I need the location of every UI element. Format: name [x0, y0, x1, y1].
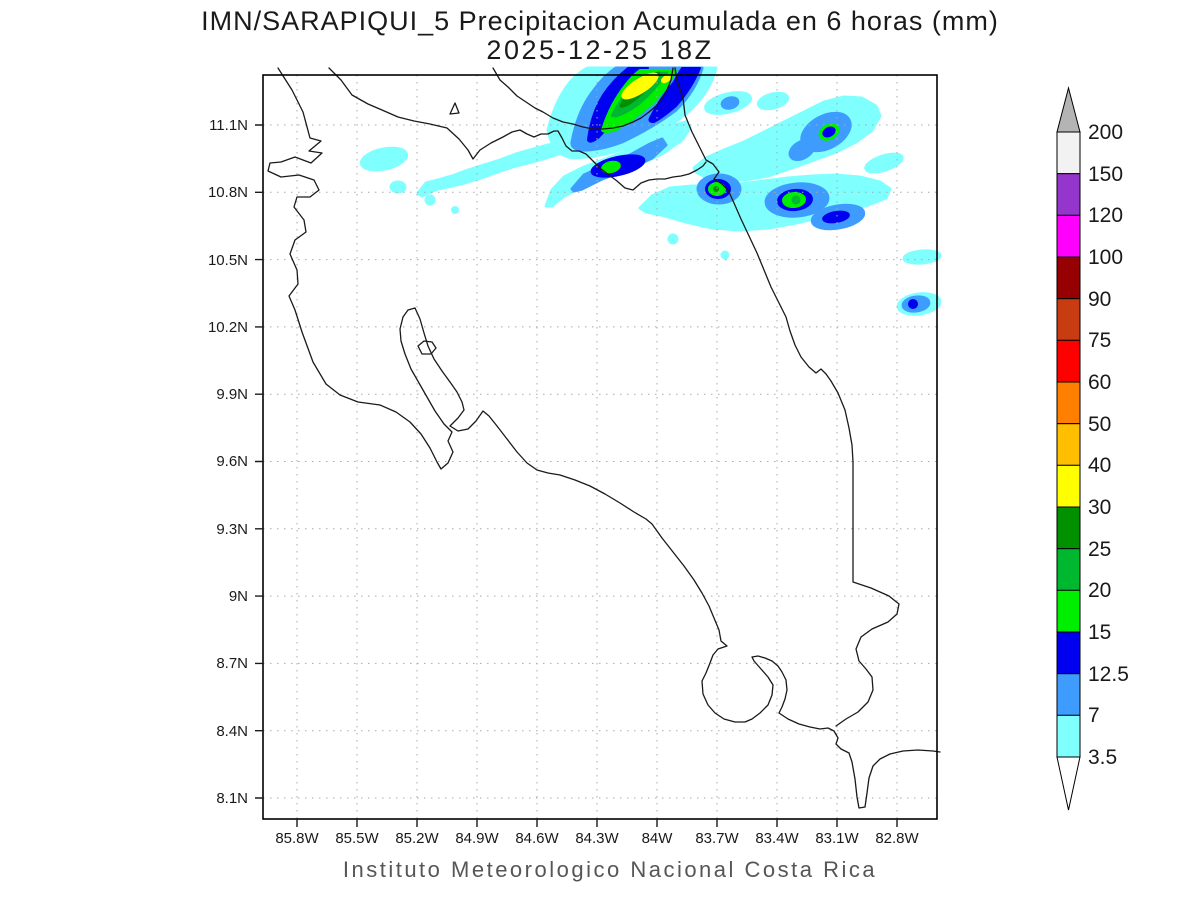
precip-cell-east-core: [791, 195, 801, 205]
colorbar-label: 60: [1088, 371, 1111, 394]
x-tick-label: 83.4W: [755, 830, 799, 847]
colorbar-label: 7: [1088, 704, 1100, 727]
chart-subtitle-datetime: 2025-12-25 18Z: [486, 35, 713, 65]
y-tick-label: 10.5N: [208, 252, 248, 269]
colorbar-cell-75-90: [1056, 298, 1081, 341]
precip-shape-main-darkblue-right: [648, 67, 701, 123]
graticule-gridlines: [263, 75, 937, 819]
footer-caption: Instituto Meteorologico Nacional Costa R…: [343, 857, 877, 882]
colorbar-cell-30-40: [1056, 464, 1081, 508]
y-tick-label: 9.3N: [216, 521, 248, 538]
precip-shape-band2-green: [601, 160, 621, 174]
colorbar-cell-120-150: [1056, 173, 1081, 216]
precip-cell-northeast-core: [822, 126, 836, 138]
colorbar-cell-7-12.5: [1056, 673, 1081, 716]
gulf-of-nicoya-island: [417, 340, 437, 355]
colorbar-cell-40-50: [1056, 423, 1081, 466]
x-tick-label: 83.1W: [815, 830, 859, 847]
precip-shape-main-yellow-dot: [660, 74, 672, 84]
precip-speck: [424, 194, 436, 206]
colorbar-cell-150-200: [1056, 131, 1081, 175]
y-tick-label: 8.7N: [216, 655, 248, 672]
colorbar-label: 15: [1088, 621, 1111, 644]
colorbar-labels: 200 150 120 100 90 75 60 50 40 30 25 20 …: [1088, 121, 1129, 769]
y-tick-label: 10.2N: [208, 319, 248, 336]
y-tick-label: 8.4N: [216, 723, 248, 740]
caribbean-coastline: [674, 67, 900, 727]
y-tick-label: 8.1N: [216, 790, 248, 807]
pacific-coastline: [267, 67, 941, 809]
y-tick-label: 9.6N: [216, 453, 248, 470]
plot-frame: [262, 74, 938, 820]
colorbar-cell-20-25: [1056, 548, 1081, 591]
precip-cell-streak-darkblue: [822, 210, 850, 224]
x-tick-label: 85.8W: [275, 830, 319, 847]
colorbar-label: 50: [1088, 413, 1111, 436]
x-tick-label: 82.8W: [875, 830, 919, 847]
colorbar-cell-25-30: [1056, 506, 1081, 550]
colorbar-under-arrow: [1056, 756, 1081, 811]
precip-speck: [389, 180, 407, 194]
x-tick-label: 85.2W: [395, 830, 439, 847]
colorbar-label: 90: [1088, 288, 1111, 311]
colorbar-cell-50-60: [1056, 381, 1081, 425]
colorbar-label: 150: [1088, 163, 1123, 186]
precip-shape-top-streak2: [756, 91, 790, 111]
x-axis-labels: 85.8W 85.5W 85.2W 84.9W 84.6W 84.3W 84W …: [275, 830, 919, 847]
colorbar-label: 120: [1088, 204, 1123, 227]
chart-title: IMN/SARAPIQUI_5 Precipitacion Acumulada …: [201, 6, 999, 36]
colorbar-label: 40: [1088, 454, 1111, 477]
precip-shape-top-streak1-blue: [720, 96, 740, 110]
colorbar-over-arrow: [1056, 86, 1081, 133]
colorbar-label: 20: [1088, 579, 1111, 602]
precipitation-contours: [359, 66, 942, 316]
colorbar-label: 75: [1088, 329, 1111, 352]
colorbar-cell-3.5-7: [1056, 714, 1081, 758]
y-axis-labels: 11.1N 10.8N 10.5N 10.2N 9.9N 9.6N 9.3N 9…: [208, 117, 248, 807]
colorbar-cell-90-100: [1056, 256, 1081, 300]
colorbar: 200 150 120 100 90 75 60 50 40 30 25 20 …: [1056, 86, 1129, 811]
precip-cell-northeast-tail: [788, 139, 816, 161]
precip-cell-coastal-core: [713, 186, 719, 192]
colorbar-label: 3.5: [1088, 746, 1117, 769]
colorbar-cell-60-75: [1056, 339, 1081, 383]
x-tick-label: 84W: [642, 830, 674, 847]
y-tick-label: 9.9N: [216, 386, 248, 403]
colorbar-cell-100-120: [1056, 214, 1081, 258]
colorbar-cell-15-20: [1056, 589, 1081, 633]
precip-shape-se-streak: [902, 249, 942, 265]
y-tick-label: 10.8N: [208, 184, 248, 201]
colorbar-label: 25: [1088, 538, 1111, 561]
colorbar-label: 100: [1088, 246, 1123, 269]
x-tick-label: 84.9W: [455, 830, 499, 847]
y-tick-label: 11.1N: [209, 117, 248, 134]
nicaragua-border: [328, 67, 707, 191]
lake-nicaragua-shore: [492, 67, 674, 130]
precip-speck: [451, 206, 459, 214]
colorbar-label: 30: [1088, 496, 1111, 519]
colorbar-label: 12.5: [1088, 663, 1129, 686]
precip-shape-east-finger: [864, 152, 904, 174]
precip-shape-west-blob: [359, 146, 409, 172]
coastline-layer: [267, 67, 941, 809]
precip-shape-west-band: [416, 141, 566, 198]
precip-cell-offshore-core: [908, 299, 918, 309]
ometepe-island: [449, 102, 460, 115]
colorbar-cell-12.5-15: [1056, 631, 1081, 675]
axis-ticks: [255, 124, 898, 827]
colorbar-label: 200: [1088, 121, 1123, 144]
x-tick-label: 85.5W: [335, 830, 379, 847]
x-tick-label: 84.3W: [575, 830, 619, 847]
x-tick-label: 83.7W: [695, 830, 739, 847]
precip-speck: [720, 250, 730, 260]
x-tick-label: 84.6W: [515, 830, 559, 847]
y-tick-label: 9N: [229, 588, 248, 605]
precip-speck: [667, 233, 679, 245]
